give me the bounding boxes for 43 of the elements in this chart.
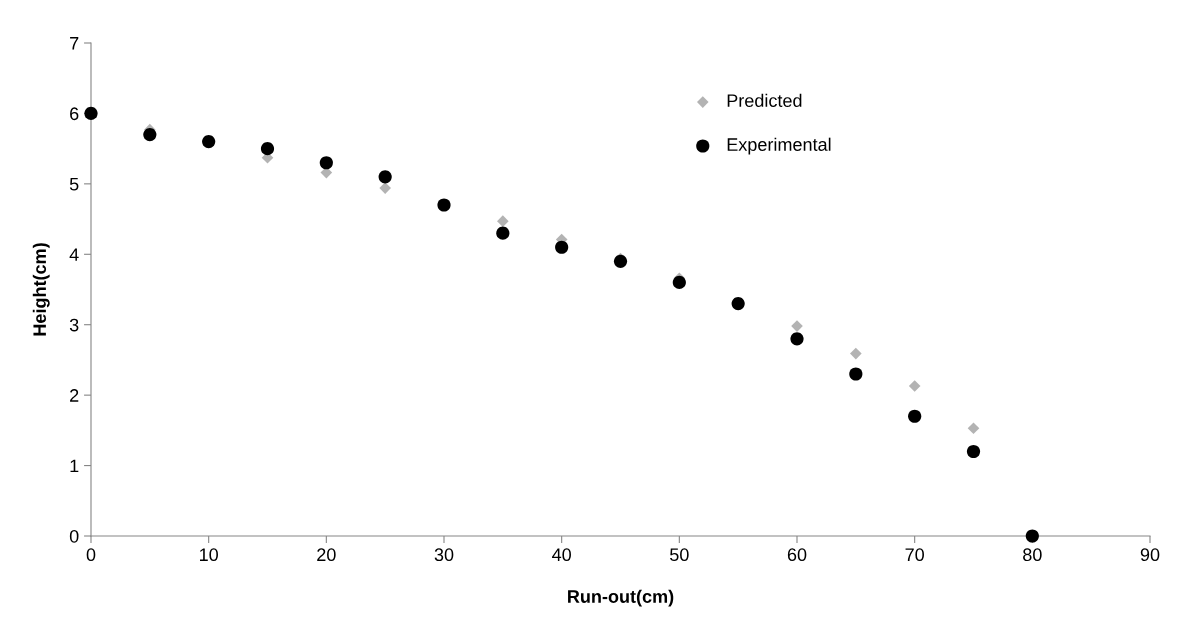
x-axis-title: Run-out(cm)	[568, 589, 674, 607]
point	[849, 367, 863, 381]
legend-label: Experimental	[727, 137, 831, 155]
point	[496, 226, 510, 240]
y-tick-label: 1	[70, 459, 79, 473]
y-tick-label: 4	[69, 248, 79, 261]
point	[497, 215, 509, 227]
y-tick-label: 0	[69, 529, 79, 543]
point	[908, 409, 922, 423]
point	[555, 240, 569, 254]
point	[202, 135, 216, 149]
point	[1025, 529, 1039, 543]
point	[731, 297, 745, 311]
point	[672, 275, 686, 290]
x-tick-label: 40	[552, 548, 571, 562]
point	[84, 106, 98, 121]
point	[143, 127, 157, 142]
point	[790, 332, 804, 346]
x-tick-label: 20	[317, 548, 336, 562]
y-tick-label: 3	[69, 318, 79, 332]
y-tick-label: 6	[70, 107, 79, 121]
point	[437, 198, 451, 212]
y-tick-label: 2	[70, 389, 79, 402]
x-tick-label: 80	[1023, 548, 1042, 562]
x-tick-label: 50	[670, 548, 689, 562]
x-tick-label: 90	[1140, 548, 1160, 562]
point	[908, 380, 921, 392]
x-tick-label: 0	[86, 548, 96, 562]
x-tick-label: 70	[905, 548, 924, 562]
point	[260, 142, 275, 156]
x-tick-label: 30	[434, 548, 454, 562]
point	[850, 347, 862, 360]
y-tick-label: 7	[70, 37, 79, 50]
point	[379, 182, 391, 194]
legend-label: Predicted	[727, 93, 802, 108]
x-tick-label: 10	[200, 548, 218, 562]
point	[378, 170, 392, 184]
point	[967, 422, 980, 435]
point	[966, 444, 981, 459]
y-axis-title: Height(cm)	[32, 243, 50, 336]
y-tick-label: 5	[69, 177, 79, 191]
x-tick-label: 60	[787, 548, 807, 562]
point	[319, 156, 333, 170]
